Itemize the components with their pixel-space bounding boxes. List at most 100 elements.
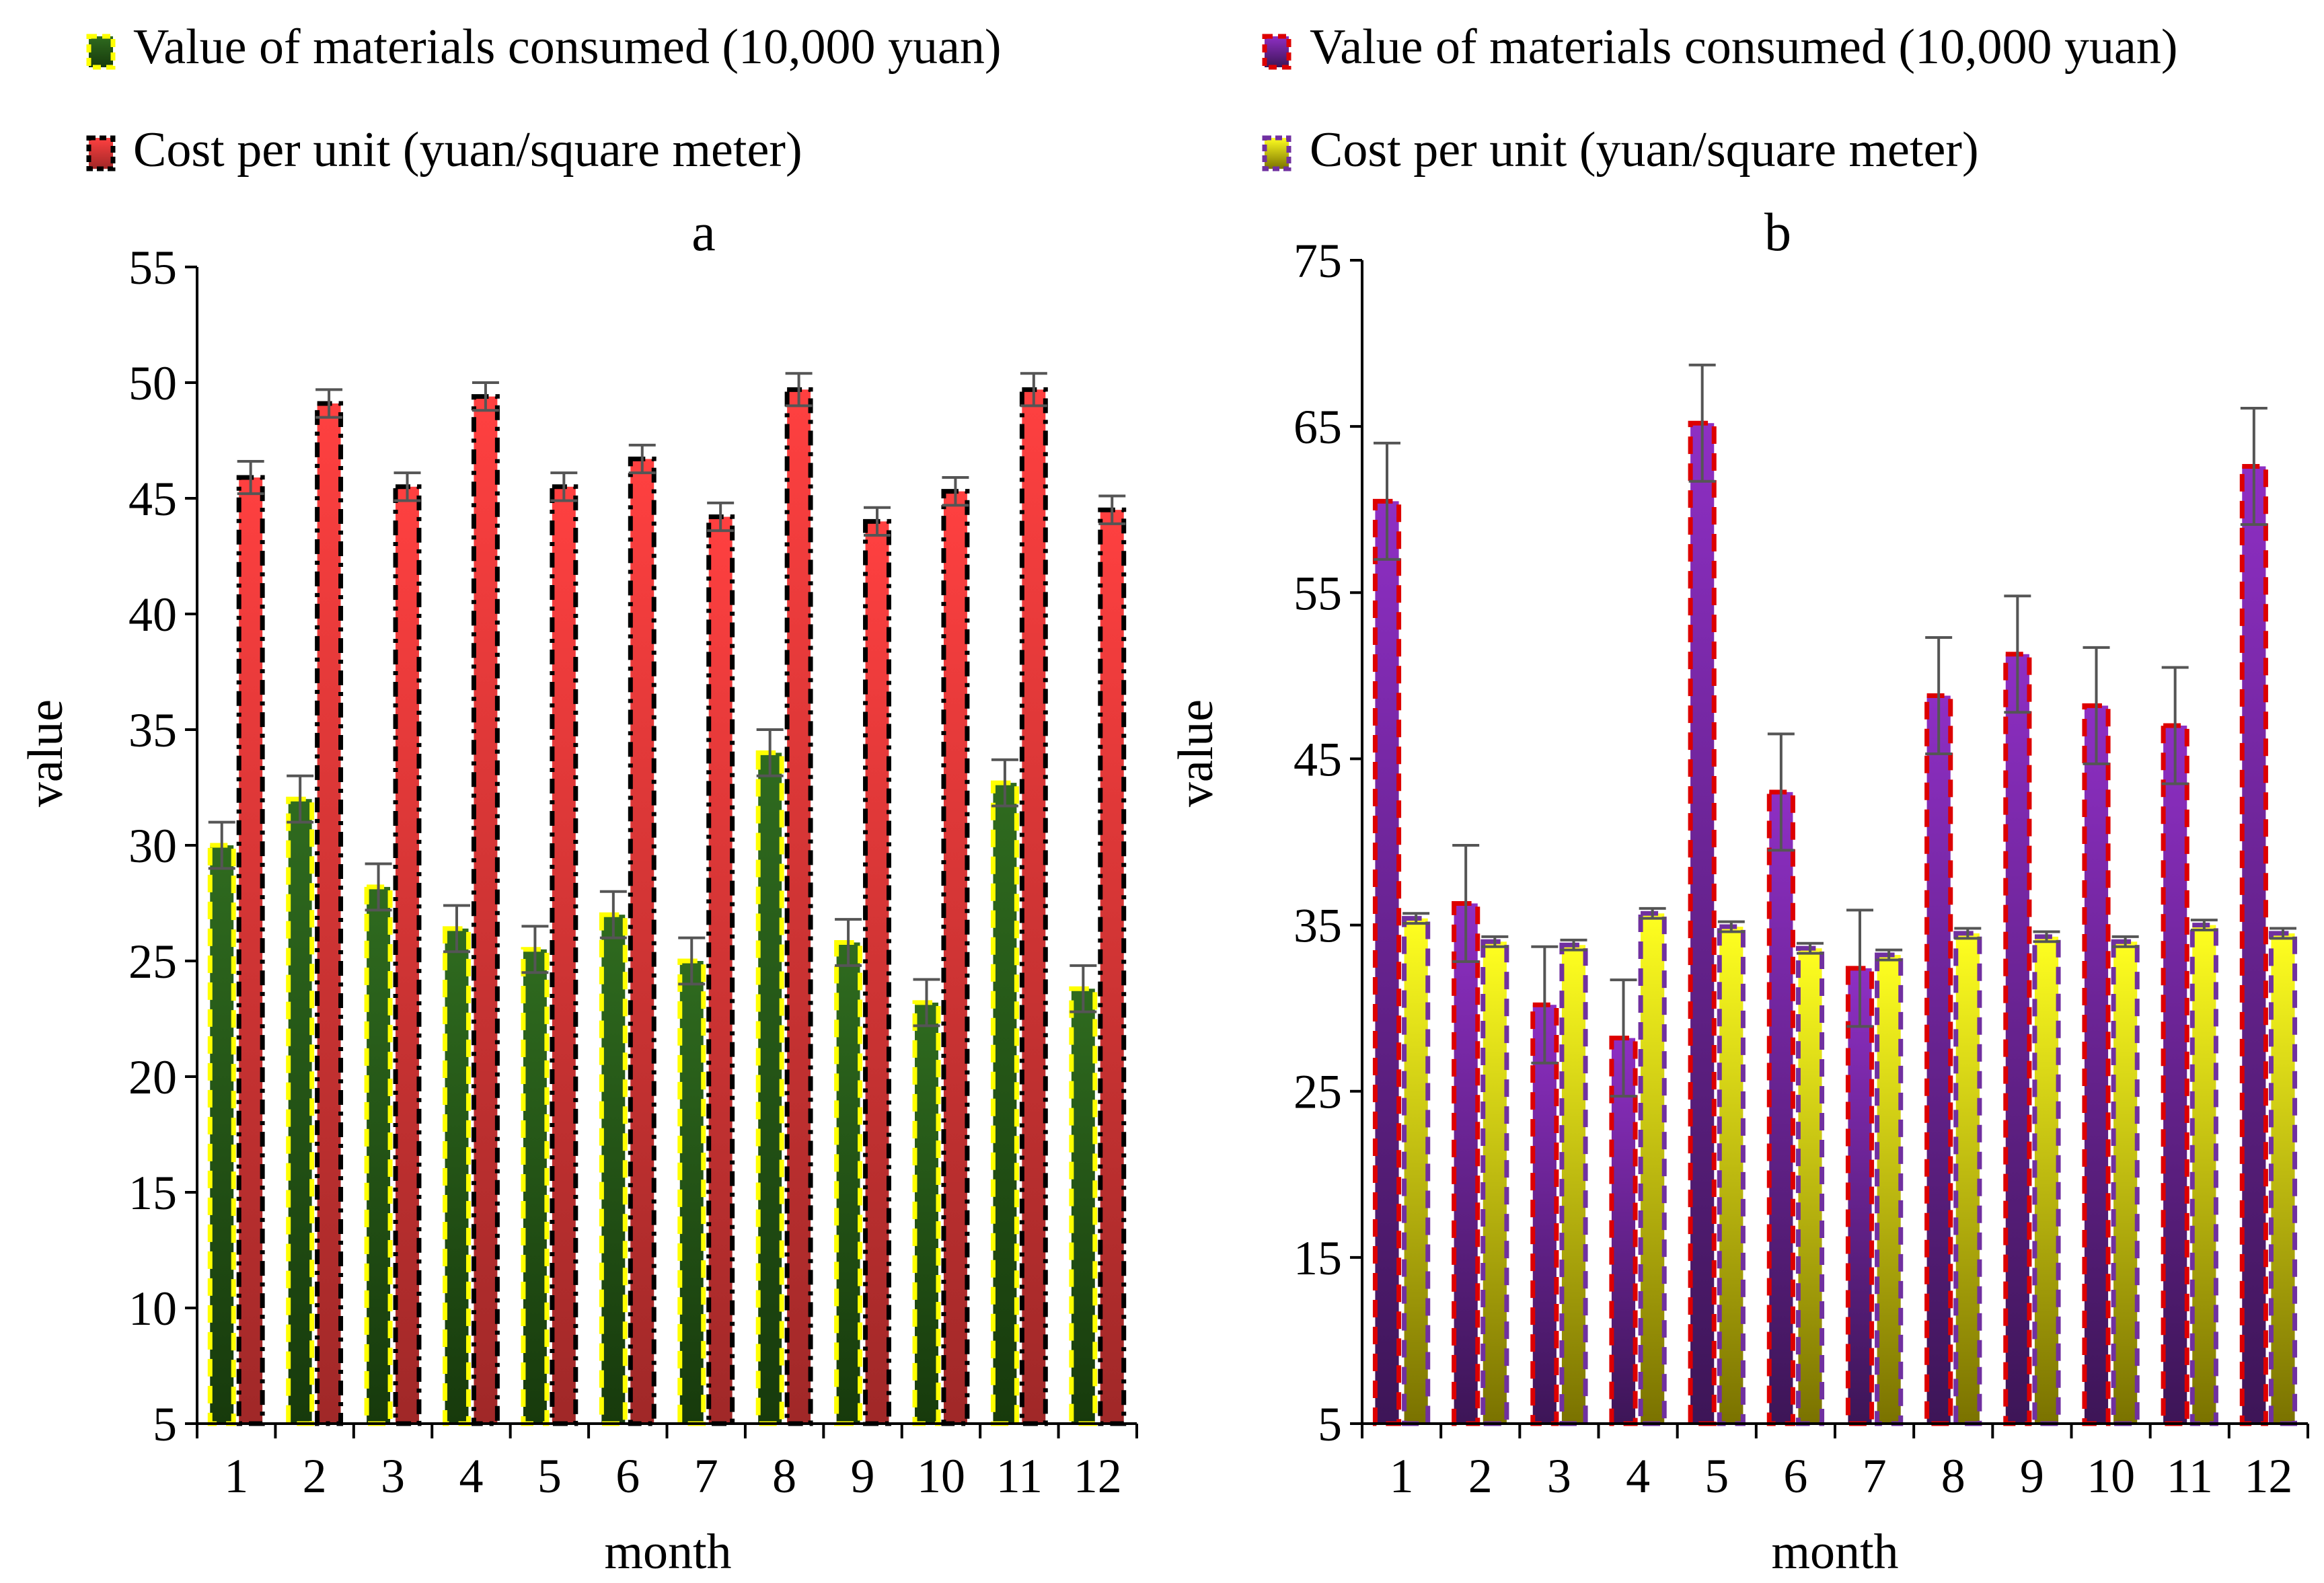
chart-b-ytick-label: 65 bbox=[1294, 400, 1342, 454]
chart-a-ytick-label: 45 bbox=[128, 472, 177, 526]
chart-b-bar-s1 bbox=[2111, 939, 2140, 1426]
legend-b-swatch-0-icon bbox=[1262, 34, 1291, 70]
chart-a-bar-s1 bbox=[628, 457, 657, 1426]
chart-b-bar-s0 bbox=[1845, 966, 1875, 1426]
chart-b-bar-s1 bbox=[1717, 924, 1746, 1426]
chart-a-bar-s1 bbox=[315, 401, 344, 1426]
chart-b-xtick-label: 6 bbox=[1783, 1449, 1807, 1503]
chart-a-bar-s1 bbox=[393, 484, 422, 1426]
chart-a-bar-s1 bbox=[941, 489, 970, 1426]
chart-b-xtick-label: 3 bbox=[1547, 1449, 1571, 1503]
chart-b-xtick-label: 7 bbox=[1863, 1449, 1887, 1503]
chart-a-bar-s0 bbox=[677, 958, 706, 1426]
chart-a-bar-s1 bbox=[236, 475, 265, 1426]
chart-b-xtick-label: 4 bbox=[1626, 1449, 1650, 1503]
chart-b-ylabel: value bbox=[1168, 699, 1224, 807]
chart-b-bar-s1 bbox=[2268, 931, 2298, 1426]
chart-b-bar-s0 bbox=[1688, 420, 1717, 1426]
chart-a-bar-s1 bbox=[1019, 387, 1048, 1426]
chart-a-bar-s0 bbox=[599, 912, 628, 1426]
legend-b-label-0: Value of materials consumed (10,000 yuan… bbox=[1310, 20, 2178, 75]
chart-a-ytick-label: 25 bbox=[128, 935, 177, 989]
chart-a-ytick-label: 55 bbox=[128, 241, 177, 295]
chart-a-ytick-label: 5 bbox=[153, 1397, 177, 1451]
chart-b-bar-s1 bbox=[1402, 916, 1431, 1426]
chart-b-ytick-label: 15 bbox=[1294, 1231, 1342, 1285]
chart-b-xtick-label: 9 bbox=[2020, 1449, 2044, 1503]
chart-a-bar-s1 bbox=[471, 394, 500, 1426]
chart-b-bar-s0 bbox=[2161, 723, 2189, 1426]
chart-b-yticks: 5 15 25 35 45 55 65 75 bbox=[1294, 234, 1362, 1451]
chart-b-axes bbox=[1361, 260, 2308, 1425]
legend-b-label-1: Cost per unit (yuan/square meter) bbox=[1310, 122, 1979, 178]
chart-b-bar-s1 bbox=[1559, 942, 1588, 1426]
chart-a-bar-s0 bbox=[755, 750, 784, 1426]
chart-b-xlabel: month bbox=[1771, 1524, 1898, 1580]
chart-b-ytick-label: 75 bbox=[1294, 234, 1342, 288]
chart-a-xtick-label: 8 bbox=[772, 1449, 796, 1503]
chart-a-bar-s0 bbox=[990, 780, 1019, 1426]
chart-a-xtick-label: 9 bbox=[851, 1449, 875, 1503]
chart-b-xtick-label: 11 bbox=[2167, 1449, 2213, 1503]
chart-a-xticks: 1 2 3 4 5 6 7 8 9 10 11 12 bbox=[196, 1424, 1138, 1503]
chart-a-ytick-label: 50 bbox=[128, 356, 177, 410]
chart-a-bar-s0 bbox=[443, 926, 471, 1426]
legend-swatch-rect bbox=[86, 135, 116, 171]
chart-a-ylabel: value bbox=[18, 699, 73, 807]
legend-a-swatch-1-icon bbox=[86, 135, 116, 171]
legend-a-swatch-0-icon bbox=[86, 34, 116, 70]
legend-a-label-0: Value of materials consumed (10,000 yuan… bbox=[133, 20, 1002, 75]
chart-a-xtick-label: 1 bbox=[224, 1449, 248, 1503]
chart-a-ytick-label: 40 bbox=[128, 588, 177, 642]
chart-b-xtick-label: 8 bbox=[1941, 1449, 1965, 1503]
chart-a-bar-s1 bbox=[863, 518, 891, 1426]
chart-b-xtick-label: 5 bbox=[1704, 1449, 1729, 1503]
chart-b-bar-s0 bbox=[1766, 789, 1795, 1426]
chart-a-ytick-label: 10 bbox=[128, 1282, 177, 1336]
chart-b-xtick-label: 10 bbox=[2087, 1449, 2135, 1503]
chart-b-bar-s0 bbox=[1372, 498, 1402, 1426]
chart-a-xlabel: month bbox=[604, 1524, 731, 1580]
chart-a-axes bbox=[196, 267, 1137, 1425]
chart-a-bar-s1 bbox=[784, 387, 813, 1426]
chart-a-bar-s0 bbox=[286, 796, 315, 1426]
chart-b-bar-s1 bbox=[1875, 952, 1904, 1426]
chart-a-bar-s0 bbox=[912, 1000, 941, 1426]
legend-swatch-rect bbox=[86, 34, 116, 70]
chart-a-ytick-label: 20 bbox=[128, 1050, 177, 1104]
chart-a-bar-s0 bbox=[521, 947, 550, 1426]
chart-b-bar-s1 bbox=[2189, 923, 2218, 1426]
chart-b-xtick-label: 2 bbox=[1468, 1449, 1493, 1503]
chart-a-yticks: 5 10 15 20 25 30 35 40 45 50 55 bbox=[128, 241, 197, 1451]
chart-a-xtick-label: 6 bbox=[615, 1449, 640, 1503]
chart-a-xtick-label: 12 bbox=[1074, 1449, 1122, 1503]
chart-b-ytick-label: 45 bbox=[1294, 732, 1342, 786]
chart-a-bar-s1 bbox=[706, 514, 735, 1426]
legend-a-label-1: Cost per unit (yuan/square meter) bbox=[133, 122, 802, 178]
chart-a-bar-s1 bbox=[550, 484, 578, 1426]
chart-b-bar-s0 bbox=[1530, 1002, 1559, 1426]
chart-a-bar-s1 bbox=[1098, 507, 1127, 1426]
chart-b-ytick-label: 55 bbox=[1294, 566, 1342, 620]
chart-a-bar-s0 bbox=[1069, 986, 1098, 1426]
chart-b-ytick-label: 5 bbox=[1318, 1397, 1342, 1451]
legend-swatch-rect bbox=[1262, 135, 1291, 171]
legend-a: Value of materials consumed (10,000 yuan… bbox=[86, 20, 1002, 178]
chart-a-xtick-label: 7 bbox=[694, 1449, 718, 1503]
chart-a-xtick-label: 2 bbox=[303, 1449, 327, 1503]
legend-b: Value of materials consumed (10,000 yuan… bbox=[1262, 20, 2178, 178]
chart-b-xticks: 1 2 3 4 5 6 7 8 9 10 11 12 bbox=[1361, 1424, 2309, 1503]
chart-a-ytick-label: 35 bbox=[128, 703, 177, 757]
chart-a-bar-s0 bbox=[364, 884, 393, 1426]
chart-b-bar-s0 bbox=[1924, 693, 1953, 1426]
chart-b-xtick-label: 12 bbox=[2244, 1449, 2292, 1503]
chart-b-bar-s1 bbox=[1638, 911, 1667, 1426]
chart-a-bar-s0 bbox=[834, 939, 863, 1426]
chart-b-bar-s0 bbox=[2082, 703, 2111, 1426]
chart-a-xtick-label: 4 bbox=[459, 1449, 483, 1503]
chart-b-bar-s0 bbox=[2239, 463, 2268, 1426]
chart-b-title: b bbox=[1764, 203, 1791, 262]
